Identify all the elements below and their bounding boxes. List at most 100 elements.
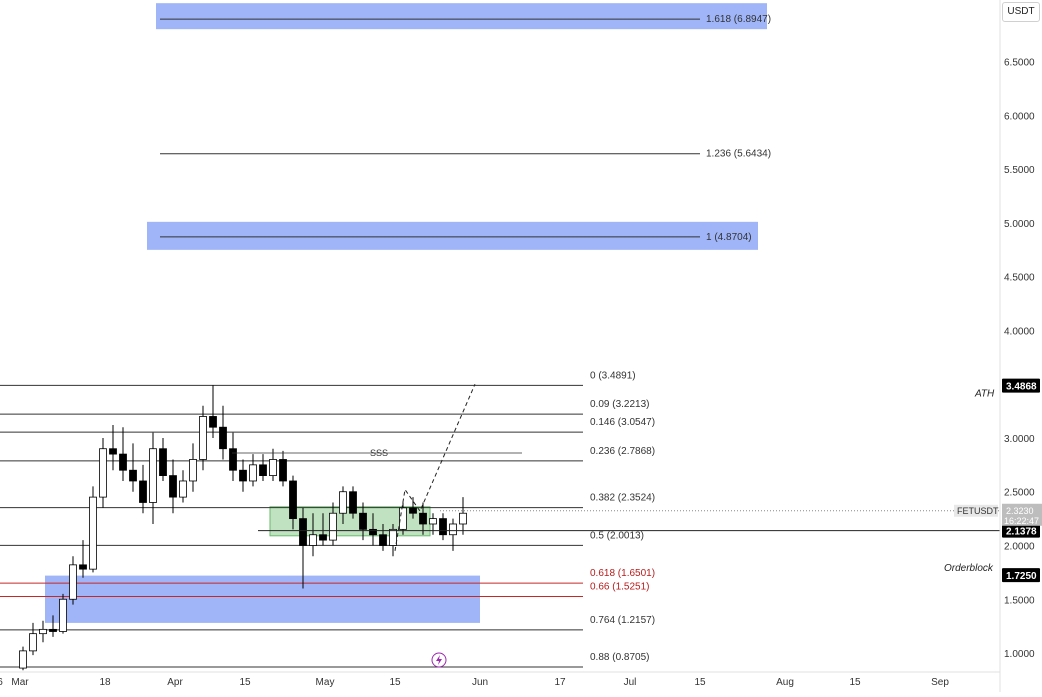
price-tick-label: 4.0000	[1004, 326, 1035, 337]
candle-body	[229, 448, 237, 471]
symbol-tag-text: FETUSDT	[957, 506, 999, 516]
date-tick-label: Apr	[167, 677, 183, 688]
candle	[179, 470, 187, 503]
candle	[29, 622, 37, 656]
candle-body	[59, 598, 67, 632]
candle	[239, 459, 247, 492]
candle	[109, 425, 117, 471]
candle	[49, 615, 57, 637]
candle	[429, 513, 437, 535]
candle-body	[39, 628, 47, 635]
price-tick-label: 6.0000	[1004, 111, 1035, 122]
candle	[59, 593, 67, 634]
candle	[339, 486, 347, 524]
candle	[259, 454, 267, 481]
candle	[449, 518, 457, 551]
fib-level-label: 0.5 (2.0013)	[590, 530, 644, 541]
candle-body	[49, 628, 57, 632]
candle-body	[119, 453, 127, 471]
candle-body	[129, 469, 137, 482]
candle-body	[259, 464, 267, 476]
date-tick-label: Sep	[931, 677, 949, 688]
candle-body	[289, 480, 297, 520]
candle-body	[279, 459, 287, 482]
date-tick-label: Jun	[472, 677, 488, 688]
orderblock-price-tag: 1.7250	[1002, 568, 1040, 583]
candle-body	[139, 480, 147, 503]
candle	[139, 464, 147, 514]
candle	[459, 497, 467, 535]
candle-body	[169, 475, 177, 498]
candle	[319, 513, 327, 546]
candle	[349, 486, 357, 519]
candle	[159, 437, 167, 481]
candle-body	[149, 448, 157, 503]
candle-body	[189, 459, 197, 482]
fib-level-label: 0.382 (2.3524)	[590, 493, 655, 504]
candle	[169, 459, 177, 514]
fib-level-label: 0.236 (2.7868)	[590, 446, 655, 457]
support-price-tag-bg	[1002, 523, 1040, 538]
date-tick-label: 17	[554, 677, 566, 688]
candle	[19, 646, 27, 671]
candle-body	[19, 650, 27, 669]
price-tick-label: 1.0000	[1004, 649, 1035, 660]
price-tick-label: 1.5000	[1004, 595, 1035, 606]
date-tick-label: 15	[849, 677, 861, 688]
candle	[389, 523, 397, 557]
candle-body	[329, 512, 337, 541]
countdown-text: 16:22:47	[1004, 516, 1039, 526]
date-tick-label: 6	[0, 677, 3, 688]
fib-level-label: 1.618 (6.8947)	[706, 14, 771, 25]
candle	[359, 502, 367, 541]
candle-body	[349, 491, 357, 514]
candle-body	[449, 523, 457, 536]
price-tick-label: 4.5000	[1004, 273, 1035, 284]
candle-body	[389, 528, 397, 546]
candle-body	[179, 480, 187, 498]
fib-level-label: 0.09 (3.2213)	[590, 399, 650, 410]
fib-level-label: 0 (3.4891)	[590, 370, 636, 381]
fib-extension-zone	[156, 3, 767, 30]
candle	[79, 540, 87, 578]
candle	[199, 405, 207, 471]
candle-body	[109, 448, 117, 455]
candle-body	[269, 459, 277, 476]
candle	[209, 385, 217, 438]
candle-body	[69, 564, 77, 600]
ath-price-tag-bg	[1002, 378, 1040, 393]
price-tick-label: 2.0000	[1004, 541, 1035, 552]
candle	[279, 450, 287, 487]
support-price-tag: 2.1378	[1002, 523, 1040, 538]
candle	[219, 405, 227, 460]
candle-body	[99, 448, 107, 498]
candle-body	[199, 416, 207, 460]
currency-label[interactable]: USDT	[1002, 2, 1040, 22]
candle-body	[339, 491, 347, 514]
candle	[369, 513, 377, 546]
price-tick-label: 6.5000	[1004, 58, 1035, 69]
orderblock-annotation: Orderblock	[944, 563, 994, 574]
orderblock-price-tag-bg	[1002, 568, 1040, 583]
candle-body	[159, 448, 167, 476]
date-tick-label: 18	[99, 677, 111, 688]
date-tick-label: Mar	[11, 677, 29, 688]
candle-body	[409, 507, 417, 514]
candle	[39, 620, 47, 643]
candle	[409, 497, 417, 519]
orderblock-price-tag-text: 1.7250	[1006, 571, 1037, 582]
lightning-icon[interactable]	[431, 652, 447, 668]
symbol-tag-bg	[954, 504, 998, 517]
candle	[99, 437, 107, 508]
candle-body	[219, 426, 227, 450]
lightning-glyph	[436, 655, 442, 665]
candle	[289, 475, 297, 530]
ath-price-tag: 3.4868	[1002, 378, 1040, 393]
candle-body	[439, 518, 447, 536]
candle-body	[399, 507, 407, 530]
fib-level-label: 1 (4.8704)	[706, 232, 752, 243]
candle-body	[419, 512, 427, 525]
